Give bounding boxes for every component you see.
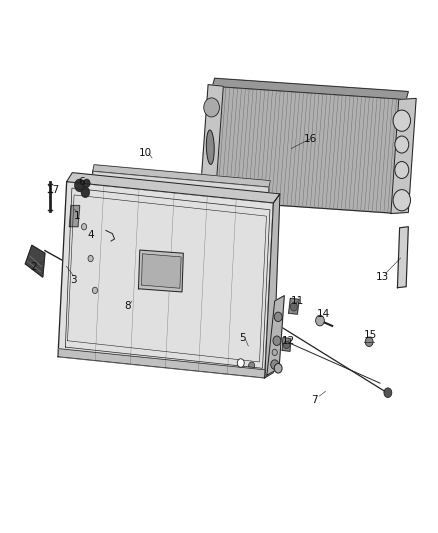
Polygon shape <box>58 349 265 378</box>
Circle shape <box>274 312 282 321</box>
Polygon shape <box>138 250 184 292</box>
Circle shape <box>92 287 98 294</box>
Text: 16: 16 <box>304 134 317 144</box>
Polygon shape <box>141 254 181 288</box>
Text: 13: 13 <box>375 272 389 282</box>
Circle shape <box>316 316 324 326</box>
Ellipse shape <box>149 197 219 214</box>
Text: 17: 17 <box>47 184 60 195</box>
Circle shape <box>273 336 281 345</box>
Circle shape <box>384 388 392 398</box>
Polygon shape <box>93 165 270 187</box>
Circle shape <box>97 187 113 206</box>
Text: 8: 8 <box>124 301 131 311</box>
Polygon shape <box>212 78 408 100</box>
Circle shape <box>365 337 373 346</box>
Text: 3: 3 <box>70 274 77 285</box>
Circle shape <box>271 360 279 369</box>
Text: 11: 11 <box>291 296 304 306</box>
Circle shape <box>204 98 219 117</box>
Text: 12: 12 <box>282 336 295 346</box>
Polygon shape <box>69 206 80 227</box>
Polygon shape <box>67 173 280 203</box>
Circle shape <box>81 187 90 198</box>
Text: 1: 1 <box>74 211 81 221</box>
Circle shape <box>74 179 85 192</box>
Polygon shape <box>282 337 291 351</box>
Text: 10: 10 <box>138 148 152 158</box>
Polygon shape <box>397 227 408 288</box>
Circle shape <box>201 182 219 203</box>
Polygon shape <box>289 298 299 314</box>
Polygon shape <box>199 85 223 207</box>
Circle shape <box>395 136 409 153</box>
Circle shape <box>272 349 277 356</box>
Circle shape <box>274 364 282 373</box>
Polygon shape <box>91 213 268 235</box>
Circle shape <box>88 255 93 262</box>
Text: 2: 2 <box>31 262 37 271</box>
Polygon shape <box>25 245 45 277</box>
Polygon shape <box>91 171 269 235</box>
Polygon shape <box>265 194 280 378</box>
Ellipse shape <box>206 130 214 164</box>
Circle shape <box>283 341 290 349</box>
Circle shape <box>81 223 87 230</box>
Text: 7: 7 <box>311 395 318 405</box>
Text: 14: 14 <box>317 309 330 319</box>
Circle shape <box>83 179 90 188</box>
Circle shape <box>237 359 244 367</box>
Text: 15: 15 <box>364 330 377 341</box>
Polygon shape <box>391 99 416 214</box>
Text: 5: 5 <box>240 333 246 343</box>
Circle shape <box>249 362 254 369</box>
Polygon shape <box>267 296 284 375</box>
Polygon shape <box>58 182 273 378</box>
Polygon shape <box>204 86 406 214</box>
Circle shape <box>393 190 410 211</box>
Circle shape <box>395 161 409 179</box>
Text: 6: 6 <box>78 176 85 187</box>
Circle shape <box>393 110 410 131</box>
Circle shape <box>290 303 297 311</box>
Text: 4: 4 <box>87 230 94 240</box>
